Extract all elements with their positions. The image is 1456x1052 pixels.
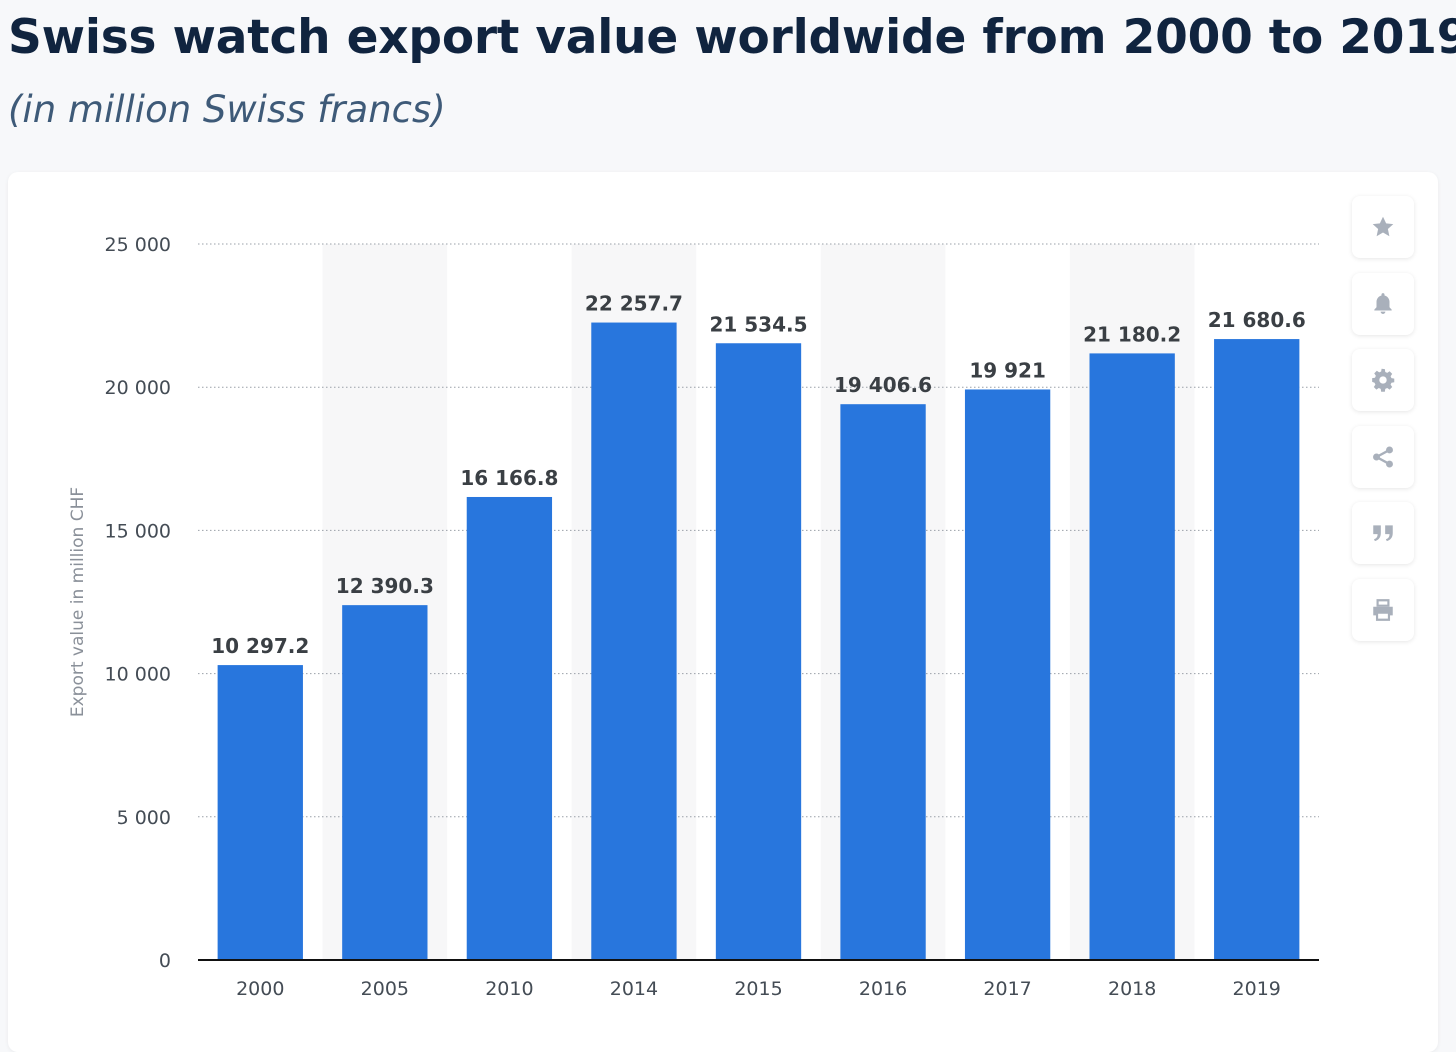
data-label: 10 297.2	[211, 634, 309, 658]
page-subtitle: (in million Swiss francs)	[8, 88, 446, 131]
bar	[964, 389, 1051, 961]
data-label: 21 534.5	[709, 312, 807, 336]
bar	[217, 665, 303, 960]
x-tick-label: 2010	[485, 978, 533, 1000]
favorite-button[interactable]	[1352, 196, 1414, 258]
x-tick-label: 2019	[1233, 978, 1281, 1000]
star-icon	[1372, 216, 1394, 237]
print-icon	[1373, 598, 1393, 621]
gear-icon	[1372, 368, 1395, 392]
y-tick-label: 0	[159, 950, 171, 972]
x-tick-label: 2000	[236, 978, 284, 1000]
bar	[591, 322, 677, 961]
x-tick-label: 2017	[983, 978, 1031, 1000]
quote-icon	[1373, 525, 1393, 542]
page-title: Swiss watch export value worldwide from …	[8, 10, 1456, 65]
x-tick-label: 2015	[734, 978, 782, 1000]
data-label: 21 680.6	[1208, 308, 1306, 332]
x-tick-label: 2005	[361, 978, 409, 1000]
y-tick-label: 10 000	[105, 664, 171, 686]
bar	[715, 343, 802, 960]
bar	[466, 496, 553, 960]
bar	[1214, 339, 1300, 960]
chart-toolbar	[1352, 196, 1414, 655]
y-axis-title: Export value in million CHF	[68, 487, 88, 717]
print-button[interactable]	[1352, 578, 1414, 641]
y-tick-label: 15 000	[105, 520, 171, 542]
data-label: 19 921	[969, 358, 1046, 382]
data-label: 16 166.8	[460, 466, 558, 490]
share-button[interactable]	[1352, 425, 1414, 488]
notification-button[interactable]	[1352, 272, 1414, 335]
y-tick-label: 20 000	[105, 377, 171, 399]
x-tick-label: 2014	[610, 978, 658, 1000]
settings-button[interactable]	[1352, 349, 1414, 411]
bar	[840, 404, 926, 961]
data-label: 21 180.2	[1083, 322, 1181, 346]
y-tick-label: 25 000	[105, 234, 171, 256]
data-label: 22 257.7	[585, 292, 683, 316]
share-icon	[1373, 445, 1393, 468]
x-tick-label: 2016	[859, 978, 907, 1000]
x-tick-label: 2018	[1108, 978, 1156, 1000]
cite-button[interactable]	[1352, 502, 1414, 564]
y-tick-label: 5 000	[117, 807, 171, 829]
data-label: 12 390.3	[336, 574, 434, 598]
bar	[342, 605, 428, 960]
bell-icon	[1374, 292, 1392, 314]
bar	[1089, 353, 1175, 961]
data-label: 19 406.6	[834, 373, 932, 397]
